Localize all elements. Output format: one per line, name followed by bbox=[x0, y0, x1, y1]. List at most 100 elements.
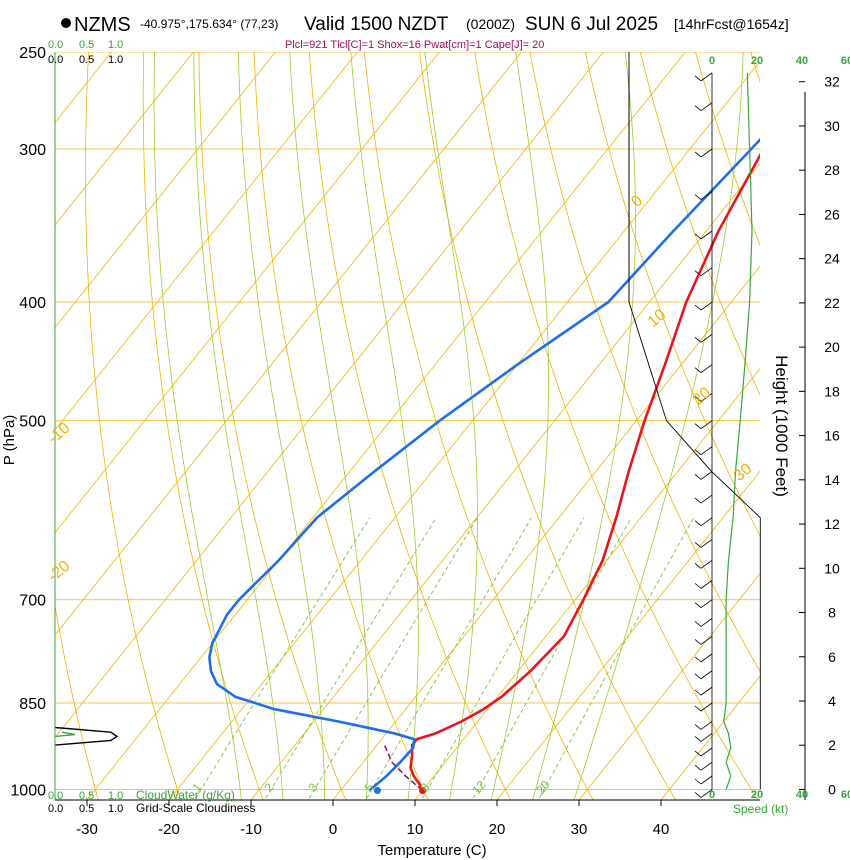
height-tick-label: 16 bbox=[824, 428, 840, 444]
dry-adiabat-line bbox=[253, 52, 429, 800]
cloudiness-top-tick-1: 0.5 bbox=[79, 54, 94, 66]
isotherm-line bbox=[86, 52, 686, 800]
isotherm-line bbox=[55, 52, 194, 226]
height-tick-label: 0 bbox=[828, 781, 836, 797]
mixing-ratio-line bbox=[537, 517, 695, 800]
wind-barb bbox=[694, 267, 713, 277]
cloudiness-bottom-tick-1: 0.5 bbox=[79, 803, 94, 815]
wind-speed-tick-label: 60 bbox=[841, 55, 850, 67]
valid-time: Valid 1500 NZDT bbox=[304, 14, 449, 35]
height-tick-label: 18 bbox=[824, 383, 840, 399]
wind-speed-line bbox=[723, 72, 753, 790]
moist-adiabat-line bbox=[424, 52, 478, 800]
dry-adiabat-line bbox=[85, 52, 182, 800]
wind-speed-tick-label: 60 bbox=[841, 789, 850, 801]
height-tick-label: 32 bbox=[824, 74, 840, 90]
moist-adiabat-line bbox=[532, 52, 636, 800]
height-axis-title: Height (1000 Feet) bbox=[772, 355, 791, 497]
moist-adiabat-line bbox=[193, 52, 284, 800]
cloudwater-top-tick-2: 1.0 bbox=[108, 39, 123, 51]
wind-barb bbox=[694, 393, 713, 402]
cloudwater-top-tick-0: 0.0 bbox=[48, 39, 63, 51]
station-name: NZMS bbox=[74, 14, 131, 36]
height-tick-label: 8 bbox=[828, 605, 836, 621]
wind-barb bbox=[694, 686, 713, 696]
x-tick-label: 20 bbox=[489, 821, 506, 838]
parcel-line bbox=[383, 745, 424, 792]
wind-barb bbox=[694, 420, 713, 430]
x-tick-label: -10 bbox=[240, 821, 262, 838]
wind-barb bbox=[694, 230, 713, 240]
wind-barb bbox=[694, 72, 713, 82]
x-tick-label: 30 bbox=[571, 821, 588, 838]
isotherm-line bbox=[250, 163, 760, 800]
dry-adiabat-line bbox=[529, 52, 760, 673]
cloudiness-top-tick-2: 1.0 bbox=[108, 54, 123, 66]
wind-barb bbox=[694, 517, 713, 527]
dry-adiabat-line bbox=[584, 52, 760, 537]
mixing-ratio-line bbox=[264, 517, 437, 800]
x-tick-label: -30 bbox=[76, 821, 98, 838]
cloudiness-profile bbox=[55, 726, 119, 746]
wind-barb bbox=[694, 559, 713, 569]
pressure-tick-label: 250 bbox=[19, 45, 46, 62]
height-tick-label: 20 bbox=[824, 339, 840, 355]
wind-barb bbox=[694, 102, 713, 112]
height-tick-label: 26 bbox=[824, 206, 840, 222]
height-tick-label: 30 bbox=[824, 118, 840, 134]
cloudiness-bottom-tick-0: 0.0 bbox=[48, 803, 63, 815]
temperature-line bbox=[409, 152, 760, 792]
wind-barb bbox=[694, 702, 713, 712]
mixing-ratio-line bbox=[193, 517, 371, 800]
wind-speed-tick-label: 20 bbox=[751, 55, 763, 67]
wind-barb bbox=[694, 333, 713, 343]
height-tick-label: 10 bbox=[824, 560, 840, 576]
wind-barb bbox=[694, 775, 713, 785]
wind-barb bbox=[694, 494, 713, 504]
moist-adiabat-line bbox=[573, 52, 744, 800]
sounding-lines bbox=[55, 72, 760, 795]
height-tick-label: 14 bbox=[824, 472, 840, 488]
dry-adiabat-line bbox=[55, 602, 99, 800]
mixing-ratio-line bbox=[421, 517, 585, 800]
dry-adiabat-line bbox=[198, 52, 347, 800]
surface-temperature-marker bbox=[419, 787, 427, 795]
isotherm-line bbox=[55, 52, 276, 329]
dry-adiabat-line bbox=[363, 52, 594, 800]
wind-barb bbox=[694, 191, 713, 200]
cloudwater-bottom-tick-0: 0.0 bbox=[48, 790, 63, 802]
wind-barb bbox=[694, 636, 713, 645]
x-tick-label: 40 bbox=[653, 821, 670, 838]
isotherm-line bbox=[168, 60, 760, 800]
cloudiness-top-tick-0: 0.0 bbox=[48, 54, 63, 66]
forecast-info: [14hrFcst@1654z] bbox=[674, 16, 789, 32]
isotherm-line bbox=[660, 675, 760, 800]
wind-speed-tick-label: 0 bbox=[709, 789, 715, 801]
wind-barb bbox=[694, 301, 713, 311]
height-tick-label: 2 bbox=[828, 737, 836, 753]
stability-indices: Plcl=921 Tlcl[C]=1 Shox=16 Pwat[cm]=1 Ca… bbox=[285, 39, 544, 51]
x-tick-label: 10 bbox=[407, 821, 424, 838]
wind-barb bbox=[694, 599, 713, 609]
pressure-tick-label: 1000 bbox=[10, 782, 46, 799]
wind-speed-tick-label: 40 bbox=[796, 789, 808, 801]
pressure-tick-label: 850 bbox=[19, 696, 46, 713]
dry-adiabat-line bbox=[639, 52, 760, 396]
pressure-tick-label: 700 bbox=[19, 593, 46, 610]
wind-speed-tick-label: 20 bbox=[751, 789, 763, 801]
mixing-ratio-line bbox=[471, 517, 632, 800]
wind-speed-tick-label: 0 bbox=[709, 55, 715, 67]
wind-barb bbox=[694, 747, 713, 757]
cloudwater-bottom-tick-2: 1.0 bbox=[108, 790, 123, 802]
header-bullet-icon bbox=[61, 18, 71, 28]
height-tick-label: 12 bbox=[824, 516, 840, 532]
isotherm-line bbox=[55, 52, 440, 534]
wind-barb bbox=[694, 471, 713, 480]
isotherm-line bbox=[496, 470, 760, 800]
x-tick-label: 0 bbox=[329, 821, 337, 838]
wind-speed-label: Speed (kt) bbox=[733, 802, 788, 816]
valid-utc: (0200Z) bbox=[466, 16, 515, 32]
wind-barb bbox=[694, 446, 713, 456]
